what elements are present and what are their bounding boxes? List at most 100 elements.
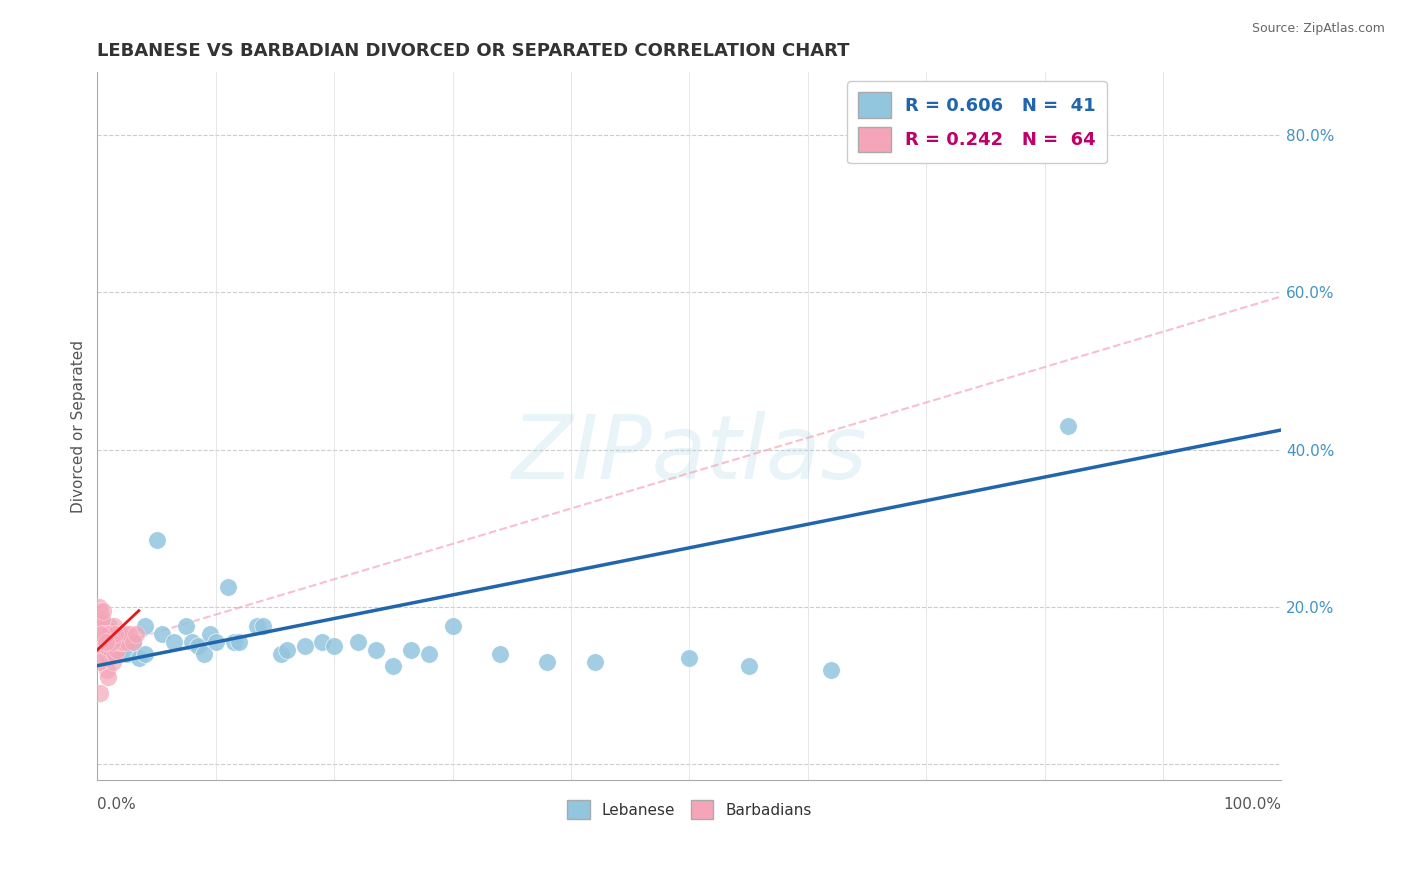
- Point: [1057, 419, 1080, 434]
- Point: [399, 643, 422, 657]
- Point: [97, 670, 120, 684]
- Point: [418, 647, 440, 661]
- Point: [91, 639, 114, 653]
- Point: [107, 631, 129, 645]
- Point: [87, 631, 110, 645]
- Point: [94, 635, 117, 649]
- Point: [204, 635, 226, 649]
- Text: Source: ZipAtlas.com: Source: ZipAtlas.com: [1251, 22, 1385, 36]
- Point: [110, 643, 132, 657]
- Point: [89, 619, 111, 633]
- Point: [104, 635, 127, 649]
- Point: [100, 635, 122, 649]
- Text: 0.0%: 0.0%: [97, 797, 136, 813]
- Point: [93, 627, 115, 641]
- Point: [105, 627, 128, 641]
- Point: [364, 643, 387, 657]
- Point: [187, 639, 209, 653]
- Point: [98, 643, 121, 657]
- Point: [489, 647, 512, 661]
- Point: [91, 604, 114, 618]
- Point: [89, 647, 111, 661]
- Point: [90, 627, 112, 641]
- Point: [104, 635, 127, 649]
- Point: [91, 631, 114, 645]
- Point: [382, 658, 405, 673]
- Point: [87, 635, 110, 649]
- Point: [536, 655, 558, 669]
- Point: [89, 643, 111, 657]
- Point: [678, 650, 700, 665]
- Point: [118, 627, 141, 641]
- Point: [110, 627, 132, 641]
- Point: [111, 635, 134, 649]
- Point: [100, 631, 122, 645]
- Point: [101, 655, 124, 669]
- Point: [128, 650, 150, 665]
- Point: [193, 647, 215, 661]
- Point: [294, 639, 316, 653]
- Point: [100, 627, 122, 641]
- Point: [90, 615, 112, 630]
- Point: [583, 655, 606, 669]
- Point: [98, 627, 121, 641]
- Point: [101, 627, 124, 641]
- Text: ZIPatlas: ZIPatlas: [512, 411, 868, 498]
- Point: [217, 580, 239, 594]
- Point: [125, 627, 148, 641]
- Point: [115, 635, 138, 649]
- Point: [104, 647, 127, 661]
- Point: [198, 627, 221, 641]
- Point: [122, 635, 145, 649]
- Point: [100, 635, 122, 649]
- Point: [100, 647, 122, 661]
- Point: [228, 635, 250, 649]
- Point: [89, 686, 111, 700]
- Point: [134, 619, 156, 633]
- Point: [104, 627, 127, 641]
- Point: [108, 635, 131, 649]
- Point: [163, 635, 186, 649]
- Point: [115, 647, 138, 661]
- Point: [96, 647, 118, 661]
- Point: [87, 599, 110, 614]
- Point: [145, 533, 167, 547]
- Point: [98, 624, 121, 638]
- Point: [87, 624, 110, 638]
- Point: [96, 663, 118, 677]
- Text: LEBANESE VS BARBADIAN DIVORCED OR SEPARATED CORRELATION CHART: LEBANESE VS BARBADIAN DIVORCED OR SEPARA…: [97, 42, 849, 60]
- Point: [122, 635, 145, 649]
- Point: [820, 663, 842, 677]
- Point: [737, 658, 759, 673]
- Point: [323, 639, 346, 653]
- Point: [96, 627, 118, 641]
- Point: [87, 627, 110, 641]
- Point: [87, 635, 110, 649]
- Point: [107, 643, 129, 657]
- Point: [276, 643, 298, 657]
- Point: [181, 635, 204, 649]
- Point: [91, 631, 114, 645]
- Point: [174, 619, 197, 633]
- Point: [94, 619, 117, 633]
- Point: [103, 619, 125, 633]
- Point: [98, 619, 121, 633]
- Point: [87, 655, 110, 669]
- Point: [110, 631, 132, 645]
- Point: [93, 627, 115, 641]
- Point: [91, 635, 114, 649]
- Point: [93, 643, 115, 657]
- Point: [105, 635, 128, 649]
- Point: [87, 619, 110, 633]
- Text: 100.0%: 100.0%: [1223, 797, 1281, 813]
- Point: [90, 643, 112, 657]
- Point: [311, 635, 333, 649]
- Point: [347, 635, 370, 649]
- Y-axis label: Divorced or Separated: Divorced or Separated: [72, 340, 86, 513]
- Point: [89, 604, 111, 618]
- Point: [246, 619, 269, 633]
- Point: [114, 627, 136, 641]
- Point: [441, 619, 464, 633]
- Point: [134, 647, 156, 661]
- Point: [90, 635, 112, 649]
